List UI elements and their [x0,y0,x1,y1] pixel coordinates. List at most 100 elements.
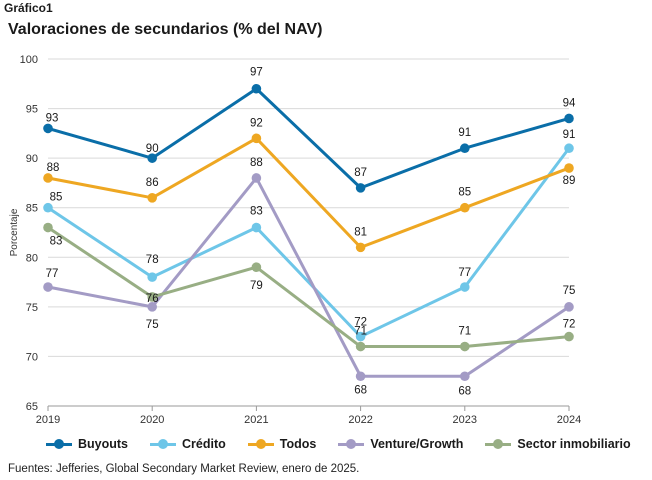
data-point-buyouts-2022 [355,183,366,193]
data-label-todos-2019: 88 [47,162,60,174]
data-label-credito-2019: 85 [50,192,63,204]
data-point-todos-2024 [564,163,574,173]
data-point-inmobiliario-2022 [355,341,366,352]
data-point-buyouts-2021 [251,83,262,94]
legend-label-todos: Todos [279,437,317,451]
legend-label-credito: Crédito [182,437,226,451]
data-label-inmobiliario-2021: 79 [250,280,263,292]
data-point-buyouts-2023 [460,143,470,154]
y-tick-label-80: 80 [26,252,38,264]
x-tick-label-2022: 2022 [348,414,372,426]
data-label-buyouts-2021: 97 [250,67,263,79]
data-point-todos-2022 [355,242,366,253]
data-point-buyouts-2020 [147,153,157,163]
data-label-buyouts-2024: 94 [563,97,576,109]
data-label-buyouts-2022: 87 [354,167,367,179]
data-label-venture-2024: 75 [563,285,576,297]
data-point-credito-2020 [147,272,157,282]
data-label-inmobiliario-2023: 71 [458,326,471,338]
x-tick-label-2021: 2021 [244,414,268,426]
data-label-venture-2019: 77 [46,268,59,280]
x-tick-label-2020: 2020 [140,414,164,426]
data-point-credito-2023 [460,282,470,292]
legend: Buyouts Crédito Todos Venture/Growth Sector … [46,437,631,451]
data-label-todos-2022: 81 [354,226,367,238]
data-point-inmobiliario-2023 [460,341,470,352]
data-point-inmobiliario-2021 [251,262,262,273]
data-point-todos-2020 [147,193,157,203]
x-tick-label-2023: 2023 [453,414,477,426]
data-label-venture-2022: 68 [354,384,367,396]
series-line-buyouts [47,87,570,190]
y-tick-label-75: 75 [26,302,38,314]
data-point-credito-2024 [564,143,574,154]
legend-swatch-buyouts [46,439,72,449]
data-label-venture-2021: 88 [250,157,263,169]
legend-swatch-inmobiliario [485,439,512,449]
data-label-buyouts-2019: 93 [46,112,59,124]
x-tick-label-2019: 2019 [36,414,60,426]
y-tick-label-85: 85 [26,203,38,215]
series-line-venture [47,176,570,378]
y-tick-label-100: 100 [20,54,38,66]
legend-swatch-venture [338,439,365,449]
y-tick-label-70: 70 [26,351,38,363]
data-point-venture-2019 [43,282,53,292]
data-point-credito-2022 [355,331,366,342]
data-point-todos-2023 [460,202,470,213]
source-note: Fuentes: Jefferies, Global Secondary Mar… [8,463,360,475]
data-label-credito-2020: 78 [146,254,159,266]
data-point-buyouts-2019 [43,123,53,134]
data-label-credito-2023: 77 [458,267,471,279]
data-label-credito-2021: 83 [250,206,263,218]
data-label-buyouts-2023: 91 [458,127,471,139]
y-axis-label: Porcentaje [9,208,20,256]
line-chart: 65 70 75 80 85 90 95 100 2019 2020 2021 2022 2023 202… [9,54,581,426]
legend-item-inmobiliario: Sector inmobiliario [485,437,631,451]
data-point-venture-2023 [460,371,470,382]
data-point-venture-2022 [355,371,366,382]
figure-label: Gráfico1 [4,1,53,15]
data-point-venture-2024 [564,302,574,312]
data-label-venture-2023: 68 [458,385,471,397]
legend-label-venture: Venture/Growth [370,437,464,451]
legend-item-credito: Crédito [150,437,226,451]
data-label-todos-2020: 86 [146,177,159,189]
series-line-inmobiliario [47,226,570,349]
data-point-buyouts-2024 [564,113,574,124]
y-tick-label-90: 90 [26,153,38,165]
data-point-todos-2021 [251,133,262,144]
data-point-venture-2021 [251,173,262,183]
series-line-credito [47,147,571,339]
series-line-todos [47,136,570,249]
data-point-inmobiliario-2024 [564,331,574,342]
data-label-venture-2020: 75 [146,319,159,331]
data-label-todos-2021: 92 [250,117,263,129]
data-point-venture-2020 [147,302,157,312]
data-point-inmobiliario-2020 [147,292,157,302]
chart-title: Valoraciones de secundarios (% del NAV) [8,21,323,38]
legend-swatch-todos [247,439,274,449]
data-label-inmobiliario-2024: 72 [563,319,576,331]
data-label-credito-2022: 72 [354,317,367,329]
data-label-todos-2023: 85 [458,187,471,199]
data-label-buyouts-2020: 90 [146,143,159,155]
legend-label-inmobiliario: Sector inmobiliario [517,437,631,451]
data-label-inmobiliario-2022: 71 [354,326,367,338]
x-tick-label-2024: 2024 [557,414,581,426]
data-label-credito-2024: 91 [563,129,576,141]
data-point-credito-2021 [251,222,262,233]
data-point-todos-2019 [43,173,53,183]
legend-item-venture: Venture/Growth [338,437,463,451]
legend-item-buyouts: Buyouts [46,437,128,451]
data-label-inmobiliario-2020: 76 [146,293,159,305]
legend-item-todos: Todos [247,437,317,451]
legend-label-buyouts: Buyouts [78,437,128,451]
y-tick-label-65: 65 [26,401,38,413]
data-label-todos-2024: 89 [563,175,576,187]
data-point-credito-2019 [43,202,53,213]
legend-swatch-credito [150,439,176,449]
data-label-inmobiliario-2019: 83 [50,236,63,248]
data-point-inmobiliario-2019 [43,222,53,233]
y-tick-label-95: 95 [26,104,38,116]
